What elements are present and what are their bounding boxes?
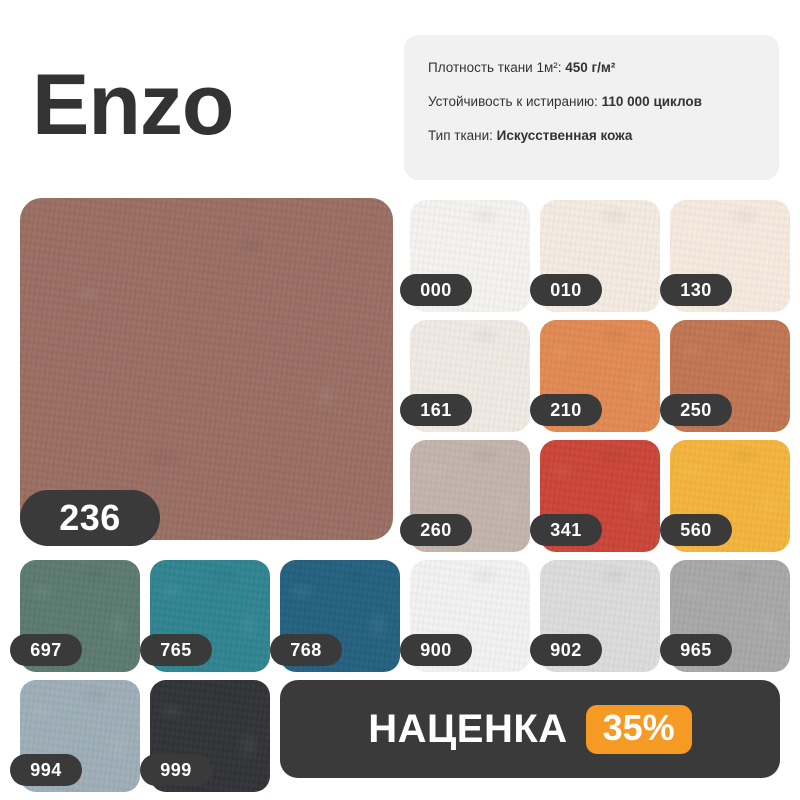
- markup-banner[interactable]: НАЦЕНКА 35%: [280, 680, 780, 778]
- color-code-badge-965: 965: [660, 634, 732, 666]
- markup-banner-label: НАЦЕНКА: [368, 706, 568, 751]
- spec-row-abrasion: Устойчивость к истиранию: 110 000 циклов: [428, 94, 779, 110]
- color-code-badge-697: 697: [10, 634, 82, 666]
- specifications-card: Плотность ткани 1м²: 450 г/м² Устойчивос…: [404, 35, 779, 180]
- color-code-badge-994: 994: [10, 754, 82, 786]
- brand-title: Enzo: [32, 57, 234, 153]
- spec-value-type: Искусственная кожа: [496, 128, 633, 144]
- hero-color-swatch[interactable]: [20, 198, 393, 540]
- hero-leather-texture: [20, 198, 393, 540]
- color-code-badge-250: 250: [660, 394, 732, 426]
- spec-label-abrasion: Устойчивость к истиранию:: [428, 94, 602, 110]
- color-code-badge-130: 130: [660, 274, 732, 306]
- color-code-badge-900: 900: [400, 634, 472, 666]
- header: Enzo Плотность ткани 1м²: 450 г/м² Устой…: [0, 0, 800, 190]
- color-code-badge-902: 902: [530, 634, 602, 666]
- color-code-badge-000: 000: [400, 274, 472, 306]
- color-code-badge-260: 260: [400, 514, 472, 546]
- spec-value-abrasion: 110 000 циклов: [601, 94, 702, 110]
- color-swatch-560[interactable]: [670, 440, 790, 552]
- hero-color-code-badge: 236: [20, 490, 160, 546]
- color-code-badge-341: 341: [530, 514, 602, 546]
- spec-label-type: Тип ткани:: [428, 128, 497, 144]
- spec-row-type: Тип ткани: Искусственная кожа: [428, 128, 779, 144]
- spec-value-density: 450 г/м²: [565, 60, 616, 75]
- color-code-badge-161: 161: [400, 394, 472, 426]
- spec-row-density: Плотность ткани 1м²: 450 г/м²: [428, 60, 779, 76]
- color-code-badge-999: 999: [140, 754, 212, 786]
- color-code-badge-560: 560: [660, 514, 732, 546]
- color-code-badge-210: 210: [530, 394, 602, 426]
- leather-texture-560: [670, 440, 790, 552]
- color-code-badge-768: 768: [270, 634, 342, 666]
- color-code-badge-765: 765: [140, 634, 212, 666]
- spec-label-density: Плотность ткани 1м²:: [428, 60, 566, 75]
- color-code-badge-010: 010: [530, 274, 602, 306]
- markup-percent-badge: 35%: [585, 704, 692, 754]
